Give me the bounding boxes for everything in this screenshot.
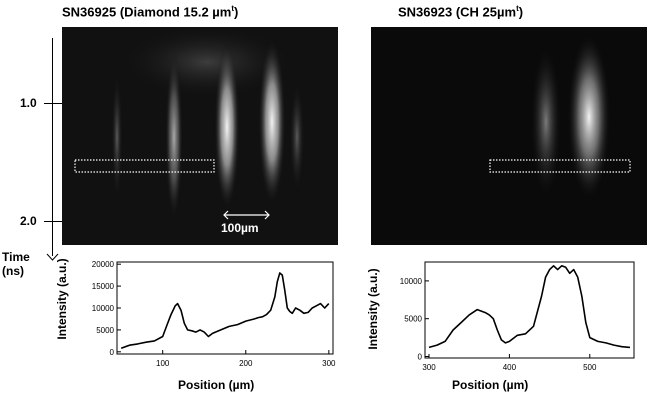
y-tick-label-1: 5000 [96,326,114,335]
right-title-end: ) [518,4,524,20]
series-line-0 [428,264,631,349]
y-tick-label-0: 0 [418,352,423,361]
left-title-sup: t [231,4,235,13]
x-tick-label-2: 500 [583,363,597,372]
time-tick-2: 2.0 [20,214,37,228]
left-title-text: SN36925 (Diamond 15.2 µm [62,4,232,20]
y-tick-label-2: 10000 [92,304,115,313]
left-title-end: ) [234,4,239,20]
y-tick-label-2: 10000 [400,277,423,286]
left-ylabel: Intensity (a.u.) [55,258,69,340]
left-streak-svg [62,27,338,245]
time-tick-2-line [44,221,62,222]
right-streak-image [371,27,647,245]
x-tick-label-1: 200 [239,359,253,368]
left-streak-image [62,27,338,245]
right-title-text: SN36923 (CH 25µm [398,4,517,20]
left-xlabel: Position (µm) [178,378,255,392]
right-title: SN36923 (CH 25µmt) [398,4,523,19]
scale-bar-label: 100µm [221,221,259,235]
time-arrow-icon [46,253,59,261]
y-tick-label-4: 20000 [92,260,115,269]
right-xlabel: Position (µm) [452,378,529,392]
right-title-sup: t [516,4,519,13]
time-label-line1: Time [2,250,30,264]
x-tick-label-0: 100 [156,359,170,368]
time-label: Time (ns) [2,250,30,278]
time-tick-1: 1.0 [20,96,37,110]
y-tick-label-3: 15000 [92,282,115,291]
time-tick-1-line [44,103,62,104]
x-tick-label-2: 300 [322,359,336,368]
x-tick-label-0: 300 [422,363,436,372]
time-label-line2: (ns) [2,264,24,278]
time-axis-line [52,38,53,256]
x-tick-label-1: 400 [503,363,517,372]
y-tick-label-1: 5000 [404,315,422,324]
series-line-0 [120,272,330,350]
plot-frame [424,261,635,359]
right-streak-svg [371,27,647,245]
y-tick-label-0: 0 [110,348,115,357]
left-title: SN36925 (Diamond 15.2 µmt) [62,4,238,19]
right-ylabel: Intensity (a.u.) [366,268,380,350]
